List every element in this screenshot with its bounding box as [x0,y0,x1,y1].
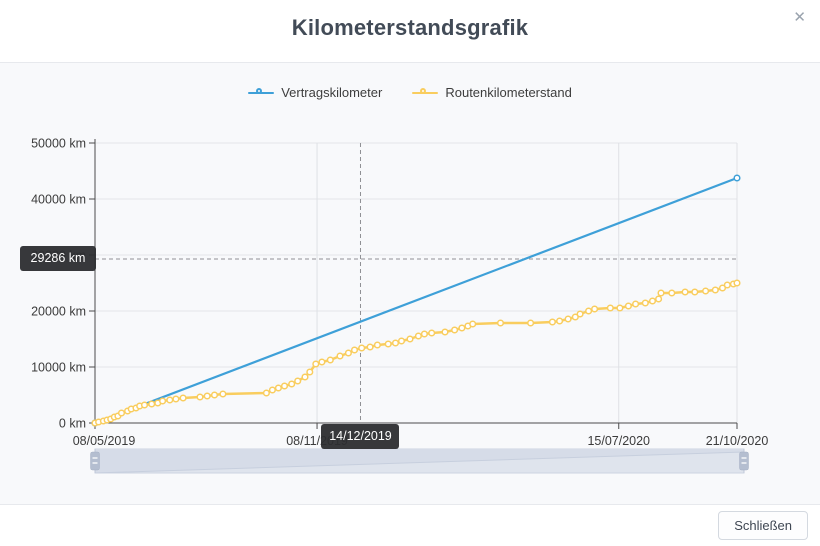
data-point-marker [196,393,204,401]
data-point-marker [711,286,719,294]
data-point-marker [306,368,314,376]
data-point-marker [166,396,174,404]
data-point-marker [606,304,614,312]
datazoom-handle-left[interactable] [90,449,100,473]
data-point-marker [571,313,579,321]
data-point-marker [366,343,374,351]
y-tick-label: 20000 km [31,305,86,319]
data-point-marker [733,279,741,287]
data-point-marker [469,320,477,328]
datazoom-handle-right[interactable] [739,449,749,473]
data-point-marker [657,289,665,297]
legend-marker-yellow [412,87,439,98]
data-point-marker [576,310,584,318]
data-point-marker [733,174,741,182]
data-point-marker [624,302,632,310]
data-point-marker [681,288,689,296]
datazoom-shadow-line [94,451,745,474]
dialog-header: Kilometerstandsgrafik ✕ [0,0,820,63]
data-point-marker [280,382,289,390]
data-point-marker [117,409,126,417]
data-point-marker [691,288,699,296]
y-tick-label: 0 km [59,417,86,431]
data-point-marker [723,281,731,289]
data-point-marker [312,360,320,368]
data-point-marker [391,339,400,347]
data-point-marker [219,390,227,398]
data-point-marker [527,319,535,327]
series-line-0 [94,176,738,425]
data-point-marker [288,380,296,388]
data-point-marker [556,317,564,325]
data-point-marker [648,297,657,305]
data-point-marker [172,395,180,403]
legend-marker-blue [248,87,275,98]
legend-item-routenkilometerstand[interactable]: Routenkilometerstand [412,85,572,100]
data-point-marker [358,344,366,352]
data-point-marker [585,307,593,315]
data-point-marker [148,400,156,408]
data-point-marker [159,397,167,405]
data-point-marker [203,392,211,400]
data-point-marker [414,332,422,340]
data-point-marker [702,287,710,295]
data-point-marker [718,284,727,292]
x-tick-label: 15/07/2020 [587,434,650,448]
x-tick-label: 08/05/2019 [73,434,136,448]
y-tick-label: 50000 km [31,137,86,151]
data-point-marker [458,324,466,332]
data-point-marker [641,299,649,307]
data-point-marker [668,289,676,297]
close-icon[interactable]: ✕ [793,9,806,26]
data-point-marker [632,300,640,308]
data-point-marker [268,386,276,394]
data-point-marker [397,337,406,345]
data-point-marker [179,394,187,402]
data-point-marker [441,328,449,336]
datazoom-shadow [95,449,744,473]
data-point-marker [318,358,326,366]
data-point-marker [336,352,344,360]
data-point-marker [274,384,282,392]
data-point-marker [210,391,219,399]
chart-area[interactable]: Vertragskilometer Routenkilometerstand 0… [0,63,820,504]
chart-legend: Vertragskilometer Routenkilometerstand [0,85,820,100]
data-point-marker [406,335,414,343]
data-point-marker [428,329,436,337]
schliessen-button[interactable]: Schließen [718,511,808,540]
data-point-marker [591,305,599,313]
data-point-marker [616,304,624,312]
y-tick-label: 10000 km [31,361,86,375]
y-tick-label: 40000 km [31,193,86,207]
series-line-1 [94,281,738,425]
data-point-marker [496,319,505,327]
legend-label: Vertragskilometer [281,85,383,100]
legend-label: Routenkilometerstand [445,85,572,100]
data-point-marker [301,373,309,381]
data-point-marker [350,346,359,354]
data-point-marker [140,401,149,409]
data-point-marker [420,330,428,338]
dialog-title: Kilometerstandsgrafik [291,15,529,40]
data-point-marker [564,315,572,323]
x-tick-label: 21/10/2020 [706,434,769,448]
data-point-marker [451,326,459,334]
data-point-marker [655,295,663,303]
axis-pointer-date-label: 14/12/2019 [321,424,400,449]
data-point-marker [384,340,392,348]
legend-item-vertragskilometer[interactable]: Vertragskilometer [248,85,382,100]
data-point-marker [548,318,556,326]
data-point-marker [262,389,270,397]
data-point-marker [326,356,334,364]
data-point-marker [344,349,352,357]
dialog-footer: Schließen [0,504,820,546]
data-point-marker [294,377,302,385]
data-point-marker [373,341,381,349]
axis-pointer-value-label: 29286 km [20,246,96,272]
